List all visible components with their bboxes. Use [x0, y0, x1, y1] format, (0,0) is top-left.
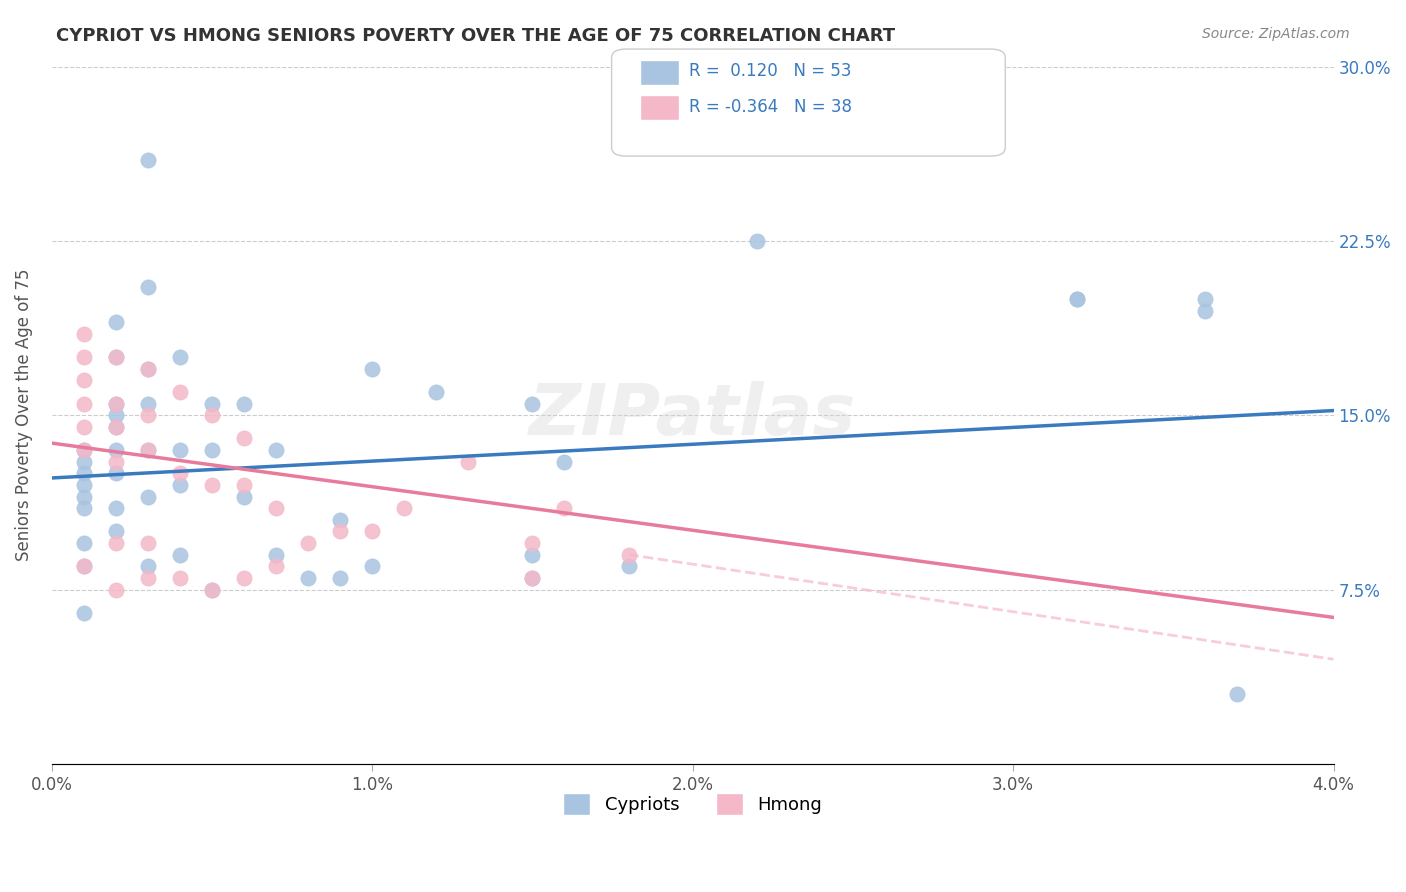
Point	[617, 548, 640, 562]
Point	[73, 455, 96, 469]
Point	[136, 559, 159, 574]
Point	[73, 536, 96, 550]
Point	[104, 420, 127, 434]
Point	[1226, 687, 1249, 701]
Point	[201, 478, 224, 492]
Point	[457, 455, 479, 469]
Point	[233, 432, 256, 446]
Point	[1066, 292, 1088, 306]
Point	[522, 396, 544, 410]
Point	[73, 559, 96, 574]
Point	[104, 467, 127, 481]
Point	[233, 478, 256, 492]
Text: CYPRIOT VS HMONG SENIORS POVERTY OVER THE AGE OF 75 CORRELATION CHART: CYPRIOT VS HMONG SENIORS POVERTY OVER TH…	[56, 27, 896, 45]
Point	[104, 420, 127, 434]
Point	[73, 396, 96, 410]
Point	[104, 396, 127, 410]
Point	[1194, 303, 1216, 318]
Point	[264, 501, 287, 516]
Point	[136, 361, 159, 376]
Point	[169, 384, 191, 399]
Point	[745, 234, 768, 248]
Legend: Cypriots, Hmong: Cypriots, Hmong	[554, 784, 831, 824]
Point	[73, 559, 96, 574]
Point	[233, 490, 256, 504]
Text: R =  0.120   N = 53: R = 0.120 N = 53	[689, 62, 852, 80]
Point	[169, 548, 191, 562]
Point	[522, 548, 544, 562]
Point	[104, 396, 127, 410]
Point	[73, 443, 96, 458]
Point	[104, 443, 127, 458]
Text: ZIPatlas: ZIPatlas	[529, 381, 856, 450]
Point	[522, 571, 544, 585]
Point	[104, 350, 127, 364]
Point	[329, 513, 352, 527]
Point	[136, 536, 159, 550]
Text: R = -0.364   N = 38: R = -0.364 N = 38	[689, 98, 852, 116]
Point	[233, 396, 256, 410]
Point	[104, 582, 127, 597]
Point	[329, 571, 352, 585]
Point	[73, 490, 96, 504]
Point	[136, 408, 159, 422]
Point	[73, 606, 96, 620]
Point	[136, 571, 159, 585]
Point	[73, 467, 96, 481]
Point	[169, 350, 191, 364]
Point	[425, 384, 447, 399]
Point	[617, 559, 640, 574]
Point	[361, 559, 384, 574]
Point	[104, 350, 127, 364]
Point	[169, 467, 191, 481]
Point	[201, 396, 224, 410]
Point	[1194, 292, 1216, 306]
Point	[361, 524, 384, 539]
Point	[73, 443, 96, 458]
Point	[136, 443, 159, 458]
Y-axis label: Seniors Poverty Over the Age of 75: Seniors Poverty Over the Age of 75	[15, 269, 32, 561]
Point	[73, 326, 96, 341]
Point	[233, 571, 256, 585]
Point	[104, 524, 127, 539]
Point	[201, 582, 224, 597]
Point	[136, 443, 159, 458]
Point	[73, 501, 96, 516]
Point	[104, 315, 127, 329]
Point	[297, 536, 319, 550]
Point	[264, 548, 287, 562]
Point	[394, 501, 416, 516]
Point	[201, 408, 224, 422]
Point	[522, 536, 544, 550]
Point	[104, 408, 127, 422]
Point	[329, 524, 352, 539]
Point	[169, 571, 191, 585]
Point	[136, 280, 159, 294]
Point	[201, 443, 224, 458]
Point	[553, 501, 575, 516]
Point	[1066, 292, 1088, 306]
Point	[136, 361, 159, 376]
Point	[73, 478, 96, 492]
Point	[264, 443, 287, 458]
Point	[201, 582, 224, 597]
Point	[297, 571, 319, 585]
Point	[136, 396, 159, 410]
Point	[104, 501, 127, 516]
Point	[522, 571, 544, 585]
Point	[169, 443, 191, 458]
Text: Source: ZipAtlas.com: Source: ZipAtlas.com	[1202, 27, 1350, 41]
Point	[104, 455, 127, 469]
Point	[136, 153, 159, 167]
Point	[553, 455, 575, 469]
Point	[361, 361, 384, 376]
Point	[73, 373, 96, 387]
Point	[264, 559, 287, 574]
Point	[73, 350, 96, 364]
Point	[73, 420, 96, 434]
Point	[169, 478, 191, 492]
Point	[104, 536, 127, 550]
Point	[136, 490, 159, 504]
